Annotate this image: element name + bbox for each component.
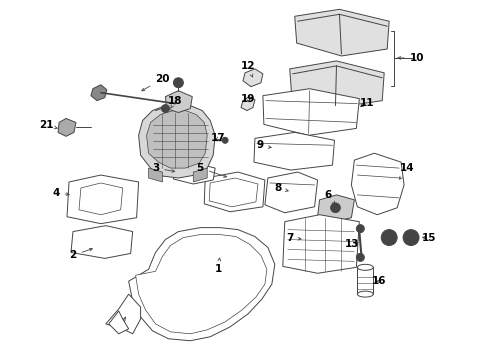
Polygon shape	[128, 228, 274, 341]
Polygon shape	[204, 172, 264, 212]
Polygon shape	[253, 132, 334, 170]
Text: 12: 12	[240, 61, 255, 77]
Circle shape	[356, 253, 364, 261]
Polygon shape	[282, 215, 359, 273]
Text: 19: 19	[240, 94, 255, 104]
Text: 18: 18	[168, 96, 183, 108]
Polygon shape	[263, 89, 359, 135]
Polygon shape	[264, 172, 317, 213]
Ellipse shape	[357, 264, 372, 270]
Circle shape	[222, 137, 227, 143]
Text: 15: 15	[421, 233, 435, 243]
Text: 8: 8	[274, 183, 287, 193]
Circle shape	[356, 225, 364, 233]
Circle shape	[402, 230, 418, 246]
Text: 4: 4	[52, 188, 69, 198]
Text: 6: 6	[323, 190, 334, 204]
Circle shape	[161, 105, 169, 113]
Text: 5: 5	[196, 163, 226, 177]
Text: 17: 17	[210, 133, 225, 143]
Polygon shape	[289, 61, 384, 108]
Polygon shape	[193, 168, 207, 182]
Text: 16: 16	[371, 276, 386, 286]
Text: 10: 10	[397, 53, 424, 63]
Polygon shape	[173, 163, 215, 184]
Polygon shape	[317, 195, 354, 222]
Polygon shape	[91, 85, 106, 100]
Polygon shape	[148, 168, 162, 182]
Text: 20: 20	[142, 74, 169, 91]
Polygon shape	[351, 153, 403, 215]
Ellipse shape	[357, 291, 372, 297]
Circle shape	[381, 230, 396, 246]
Text: 13: 13	[345, 239, 359, 249]
Polygon shape	[135, 235, 266, 334]
Text: 7: 7	[285, 233, 301, 243]
Polygon shape	[67, 175, 138, 224]
Polygon shape	[79, 183, 122, 215]
Polygon shape	[108, 311, 128, 334]
Polygon shape	[241, 96, 254, 111]
Polygon shape	[209, 178, 257, 207]
Polygon shape	[71, 226, 132, 258]
Polygon shape	[294, 9, 388, 56]
Polygon shape	[58, 118, 76, 136]
Text: 9: 9	[256, 140, 271, 150]
Text: 1: 1	[214, 258, 222, 274]
Text: 21: 21	[39, 121, 57, 130]
Polygon shape	[146, 111, 207, 168]
Text: 14: 14	[399, 163, 413, 179]
Polygon shape	[138, 104, 215, 178]
Polygon shape	[357, 267, 372, 294]
Polygon shape	[105, 294, 141, 334]
Text: 3: 3	[152, 163, 174, 173]
Text: 11: 11	[359, 98, 374, 108]
Polygon shape	[243, 69, 263, 87]
Circle shape	[173, 78, 183, 88]
Circle shape	[330, 203, 340, 213]
Text: 2: 2	[69, 248, 92, 260]
Polygon shape	[165, 91, 192, 113]
